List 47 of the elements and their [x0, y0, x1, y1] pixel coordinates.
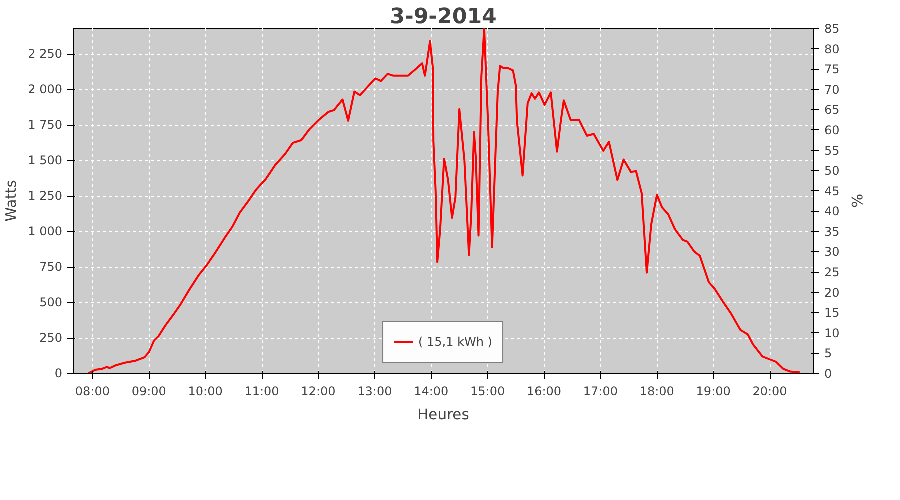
y-tick-label: 1 750 [28, 118, 63, 132]
y2-tick-label: 70 [824, 82, 840, 97]
x-tick-label: 20:00 [752, 384, 788, 398]
y2-tick-label: 30 [824, 245, 840, 260]
x-tick-label: 11:00 [244, 384, 280, 398]
x-tick-label: 16:00 [526, 384, 562, 398]
y-tick-label: 1 500 [28, 154, 63, 168]
y2-axis-title: % [848, 194, 865, 208]
y2-tick-label: 50 [824, 164, 840, 178]
x-tick-label: 17:00 [583, 384, 618, 398]
y-axis-title: Watts [3, 180, 20, 222]
x-tick-label: 09:00 [132, 384, 166, 398]
x-axis-title: Heures [418, 406, 470, 424]
x-tick-label: 08:00 [75, 384, 110, 398]
y2-tick-label: 25 [824, 266, 840, 280]
x-tick-label: 10:00 [188, 384, 223, 398]
y2-tick-label: 60 [824, 123, 840, 138]
y2-tick-label: 85 [824, 22, 840, 36]
x-tick-label: 13:00 [358, 384, 392, 398]
line-series [88, 28, 801, 374]
y2-tick-label: 75 [824, 62, 840, 77]
y-tick-label: 250 [40, 331, 62, 346]
y-tick-label: 2 250 [28, 47, 63, 62]
y2-tick-label: 55 [824, 144, 840, 158]
x-tick-label: 15:00 [470, 384, 506, 398]
y-tick-label: 0 [54, 366, 63, 380]
y2-tick-label: 0 [824, 367, 832, 381]
legend-label: ( 15,1 kWh ) [418, 335, 492, 349]
y2-tick-label: 45 [824, 184, 840, 198]
y2-tick-label: 65 [824, 103, 840, 118]
y-tick-label: 500 [40, 296, 62, 310]
x-tick-label: 14:00 [414, 384, 449, 398]
y2-tick-label: 15 [824, 306, 840, 320]
y-tick-label: 2 000 [28, 82, 63, 97]
x-tick-label: 12:00 [301, 384, 336, 398]
y2-tick-label: 80 [824, 42, 840, 56]
y-tick-label: 1 250 [28, 189, 63, 204]
x-tick-label: 18:00 [640, 384, 674, 398]
y2-tick-label: 20 [824, 286, 840, 300]
y2-tick-label: 40 [824, 204, 840, 219]
y-tick-label: 750 [40, 260, 62, 274]
chart-title: 3-9-2014 [390, 4, 497, 30]
y2-tick-label: 10 [824, 326, 840, 340]
y2-tick-label: 5 [824, 346, 832, 361]
y2-tick-label: 35 [824, 224, 840, 239]
x-tick-label: 19:00 [696, 384, 731, 398]
y-tick-label: 1 000 [28, 224, 63, 239]
